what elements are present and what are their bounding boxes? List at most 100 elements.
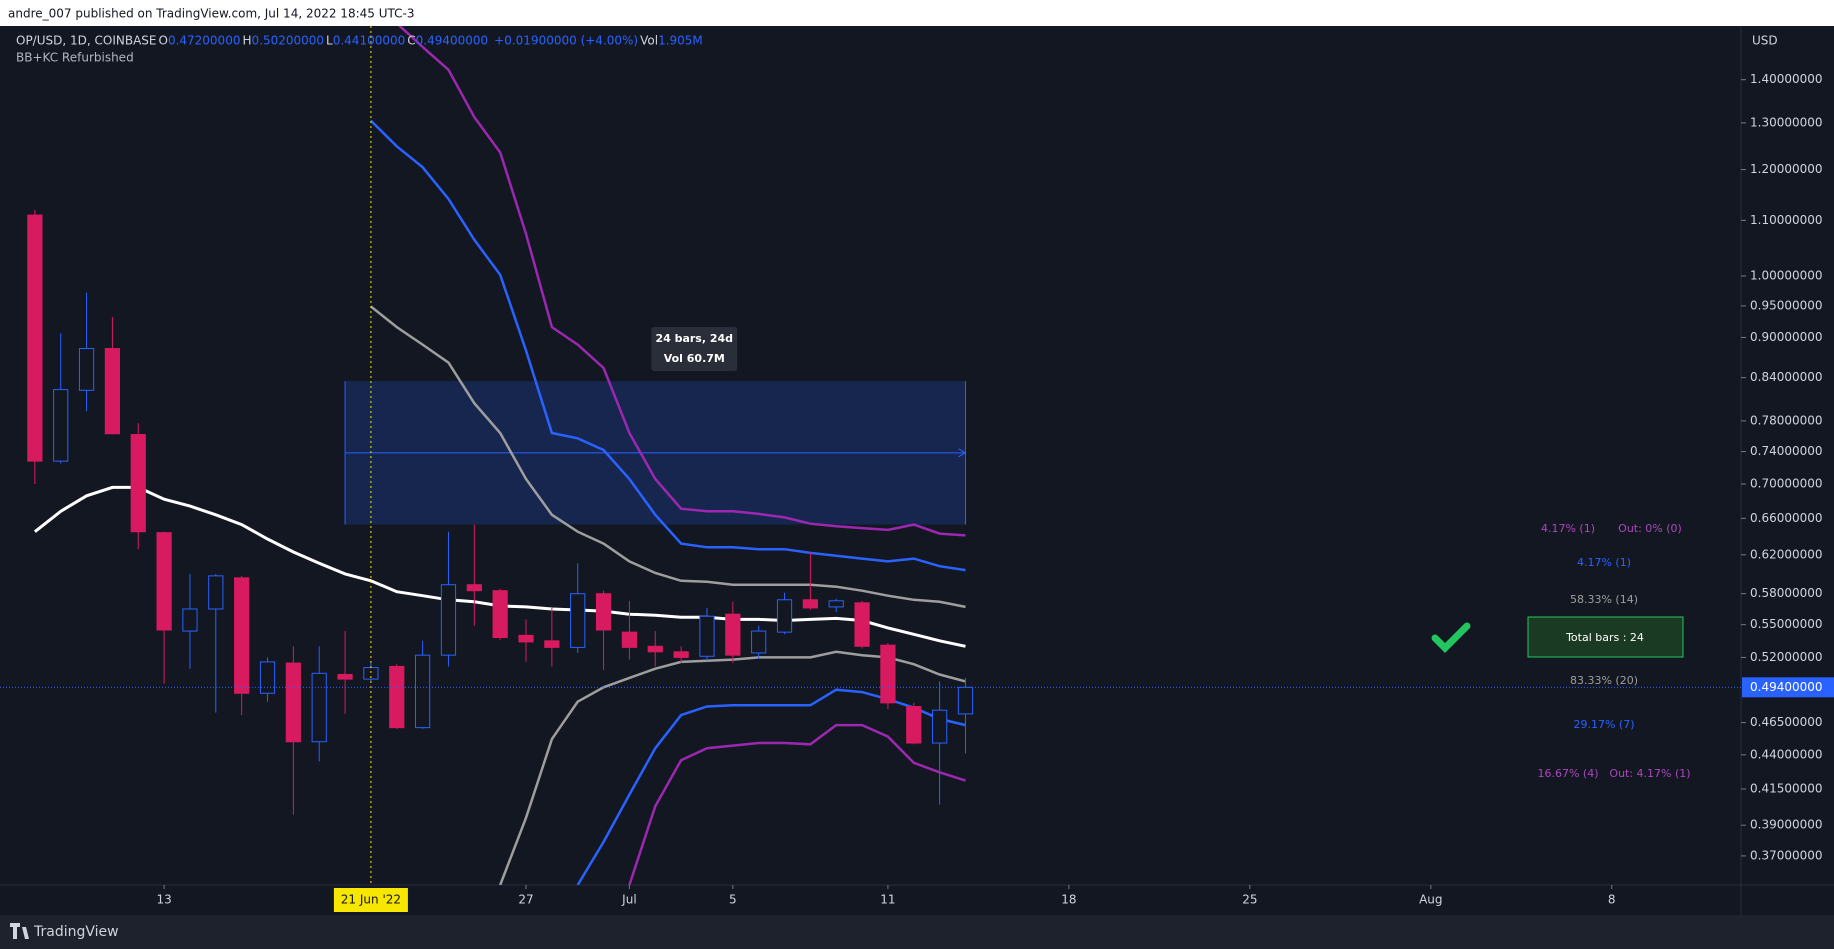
tooltip-text: Vol 60.7M — [664, 352, 725, 365]
volume-value: 1.905M — [658, 34, 703, 48]
y-tick-label: 1.40000000 — [1750, 72, 1823, 86]
ohlc-value: 0.49400000 — [416, 34, 489, 48]
candle-body — [776, 599, 793, 633]
ohlc-value: 0.47200000 — [168, 34, 241, 48]
stat-text: 58.33% (14) — [1570, 593, 1638, 606]
x-tick-label: 27 — [518, 893, 533, 907]
total-box — [1527, 616, 1684, 658]
y-tick-label: 0.66000000 — [1750, 511, 1823, 525]
candle-body — [828, 600, 844, 608]
tooltip-text: 24 bars, 24d — [655, 332, 733, 345]
published-line: andre_007 published on TradingView.com, … — [8, 7, 414, 21]
stat-text: 29.17% (7) — [1573, 718, 1634, 731]
candle-body — [751, 630, 767, 654]
band-line — [370, 305, 966, 609]
ohlc-key: L — [326, 34, 333, 48]
stat-text: 16.67% (4) — [1537, 767, 1598, 780]
candle-body — [854, 602, 870, 647]
y-tick-label: 0.78000000 — [1750, 413, 1823, 427]
candle-body — [673, 651, 689, 658]
candle-body — [699, 615, 715, 657]
x-tick-label: 25 — [1242, 893, 1257, 907]
candle-body — [259, 661, 276, 694]
candle-body — [208, 575, 224, 610]
stat-text: 4.17% (1) — [1577, 556, 1631, 569]
candle-body — [78, 348, 95, 391]
y-tick-label: 0.95000000 — [1750, 298, 1823, 312]
y-tick-label: 0.44000000 — [1750, 747, 1823, 761]
volume-key: Vol — [640, 34, 658, 48]
ohlc-value: 0.50200000 — [252, 34, 325, 48]
candle-body — [311, 672, 327, 743]
indicator-name: BB+KC Refurbished — [16, 51, 134, 65]
y-tick-label: 0.55000000 — [1750, 617, 1823, 631]
candle-body — [53, 389, 69, 462]
band-line — [397, 26, 966, 537]
top-bar — [0, 0, 1834, 26]
band-line — [576, 688, 966, 885]
candle-body — [415, 654, 431, 729]
candle-body — [285, 662, 301, 743]
ohlc-key: C — [407, 34, 415, 48]
y-tick-label: 0.62000000 — [1750, 547, 1823, 561]
y-tick-label: 1.00000000 — [1750, 268, 1823, 282]
ohlc-key: H — [242, 34, 251, 48]
y-tick-label: 1.20000000 — [1750, 162, 1823, 176]
candle-body — [337, 673, 353, 680]
footer — [0, 915, 1834, 949]
candle-body — [466, 584, 482, 592]
candle-body — [906, 706, 922, 744]
range-arrow-head — [958, 448, 967, 458]
checkmark — [1431, 622, 1471, 653]
x-tick-label: 13 — [156, 893, 171, 907]
y-tick-label: 0.37000000 — [1750, 848, 1823, 862]
y-tick-label: 0.84000000 — [1750, 370, 1823, 384]
x-tick-label: 18 — [1061, 893, 1076, 907]
y-tick-label: 0.39000000 — [1750, 818, 1823, 832]
x-tick-label: 5 — [729, 893, 737, 907]
y-tick-label: 0.41500000 — [1750, 781, 1823, 795]
symbol: OP/USD, 1D, COINBASE — [16, 34, 156, 48]
candle-body — [570, 593, 586, 648]
candle-body — [957, 686, 974, 715]
change: +0.01900000 (+4.00%) — [494, 34, 638, 48]
y-tick-label: 1.10000000 — [1750, 213, 1823, 227]
brand: TradingView — [33, 924, 119, 940]
candle-body — [27, 214, 43, 462]
y-tick-label: 0.58000000 — [1750, 586, 1823, 600]
stat-text: 4.17% (1) — [1541, 522, 1595, 535]
y-tick-label: 0.70000000 — [1750, 477, 1823, 491]
cursor-label: 21 Jun '22 — [341, 893, 401, 907]
x-tick-label: Aug — [1419, 893, 1442, 907]
candle-body — [440, 584, 457, 656]
y-tick-label: 0.46500000 — [1750, 715, 1823, 729]
tooltip-bg — [651, 327, 738, 371]
candle-body — [156, 532, 172, 631]
band-line — [628, 723, 966, 885]
band-line — [370, 119, 966, 572]
y-tick-label: 0.52000000 — [1750, 650, 1823, 664]
y-tick-label: 0.90000000 — [1750, 330, 1823, 344]
x-tick-label: 11 — [880, 893, 895, 907]
plot — [27, 26, 974, 885]
y-tick-label: 1.30000000 — [1750, 115, 1823, 129]
candle-body — [802, 599, 818, 609]
candle-body — [492, 590, 508, 639]
candle-body — [621, 631, 638, 648]
candle-body — [389, 665, 405, 729]
stat-text: Out: 4.17% (1) — [1609, 767, 1690, 780]
candle-body — [104, 348, 121, 435]
total-text: Total bars : 24 — [1565, 631, 1644, 644]
candle-body — [544, 640, 560, 648]
currency: USD — [1752, 34, 1778, 48]
last-price-label: 0.49400000 — [1750, 680, 1823, 694]
y-tick-label: 0.74000000 — [1750, 444, 1823, 458]
candle-body — [518, 634, 534, 643]
candle-body — [725, 613, 741, 656]
ohlc-value: 0.44100000 — [333, 34, 406, 48]
candle-body — [595, 593, 612, 631]
last-price-bg — [1742, 677, 1834, 698]
x-tick-label: Jul — [621, 893, 636, 907]
